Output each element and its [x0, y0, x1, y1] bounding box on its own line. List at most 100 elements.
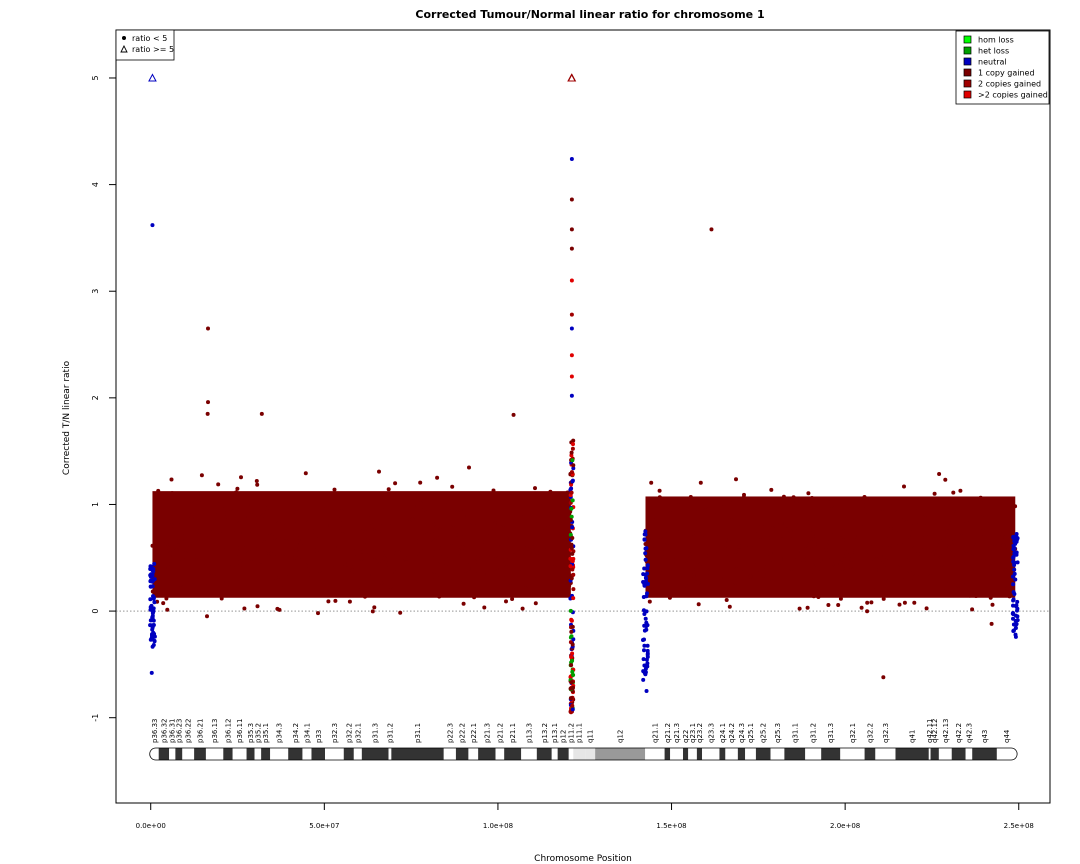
data-point — [911, 537, 916, 542]
data-point — [234, 527, 238, 532]
data-point — [880, 572, 885, 577]
data-point — [209, 561, 214, 566]
data-point — [284, 522, 289, 527]
data-point — [999, 513, 1003, 518]
data-point — [537, 508, 541, 512]
data-point — [698, 500, 703, 505]
data-point — [967, 567, 972, 572]
data-point — [679, 589, 684, 594]
data-point — [153, 544, 157, 549]
ideogram-band-label: p13.1 — [551, 723, 559, 743]
data-point — [511, 525, 516, 529]
data-point — [395, 549, 400, 554]
data-point — [323, 536, 328, 541]
ideogram-band — [495, 748, 505, 760]
data-point — [724, 543, 729, 548]
data-point — [775, 582, 780, 587]
data-point — [559, 561, 564, 566]
data-point — [504, 567, 509, 572]
ideogram-band — [194, 748, 206, 760]
data-point — [778, 588, 783, 593]
data-point — [495, 569, 500, 574]
data-point — [365, 569, 370, 574]
data-point — [313, 534, 318, 539]
data-point — [549, 570, 554, 575]
data-point — [214, 571, 218, 576]
data-point — [942, 589, 947, 594]
data-point — [952, 506, 957, 511]
data-point — [338, 525, 343, 530]
data-point — [887, 554, 892, 559]
data-point — [379, 549, 384, 553]
data-point — [532, 587, 536, 592]
data-point — [446, 558, 450, 563]
data-point — [408, 550, 413, 555]
data-point — [902, 600, 907, 605]
data-point — [216, 518, 220, 523]
data-point — [667, 595, 672, 600]
data-point — [385, 529, 390, 533]
ideogram-band-label: q25.2 — [760, 723, 768, 743]
data-point — [910, 534, 915, 538]
data-point — [371, 493, 376, 498]
data-point — [735, 524, 740, 529]
data-point — [690, 531, 695, 536]
data-point — [559, 531, 564, 536]
data-point — [240, 557, 245, 562]
data-point — [1011, 590, 1016, 595]
data-point — [308, 556, 313, 561]
data-point — [729, 546, 734, 551]
ideogram-band-label: p31.2 — [386, 723, 394, 743]
ideogram-outline — [149, 747, 1018, 761]
data-point — [524, 578, 529, 583]
data-point — [461, 580, 466, 585]
data-point — [428, 537, 433, 542]
data-point — [968, 521, 973, 526]
data-point — [535, 499, 540, 504]
data-point — [569, 246, 574, 251]
data-point — [310, 529, 315, 534]
data-point — [339, 549, 344, 554]
data-point — [685, 553, 690, 557]
data-point — [569, 634, 574, 639]
data-point — [872, 510, 877, 515]
data-point — [932, 491, 937, 496]
data-point — [934, 542, 939, 547]
data-point — [819, 540, 824, 545]
data-point — [735, 541, 740, 545]
data-point — [813, 577, 817, 582]
data-point — [473, 506, 478, 510]
data-point — [534, 570, 539, 575]
data-point — [418, 548, 423, 553]
data-point — [461, 601, 466, 606]
data-point — [533, 566, 537, 571]
data-point — [778, 522, 783, 527]
data-point — [975, 540, 980, 545]
data-point — [811, 566, 816, 570]
data-point — [921, 522, 926, 527]
data-point — [194, 525, 199, 530]
data-point — [190, 544, 195, 549]
data-point — [733, 549, 738, 554]
data-point — [510, 597, 515, 601]
data-point — [651, 518, 656, 523]
data-point — [1011, 555, 1016, 560]
data-point — [150, 568, 155, 573]
data-point — [437, 553, 442, 558]
data-point — [986, 511, 991, 516]
data-point — [742, 556, 746, 561]
data-point — [934, 518, 939, 523]
data-point — [680, 557, 685, 561]
ideogram-band-label: p34.2 — [292, 723, 300, 743]
data-point — [643, 546, 648, 551]
data-point — [202, 565, 206, 570]
data-point — [446, 542, 451, 547]
data-point — [155, 534, 160, 539]
data-point — [568, 532, 573, 537]
data-point — [807, 520, 812, 525]
data-point — [1000, 538, 1005, 543]
ideogram-band-label: p35.1 — [262, 723, 270, 743]
data-point — [911, 575, 916, 580]
data-point — [286, 512, 291, 517]
data-point — [329, 514, 334, 519]
